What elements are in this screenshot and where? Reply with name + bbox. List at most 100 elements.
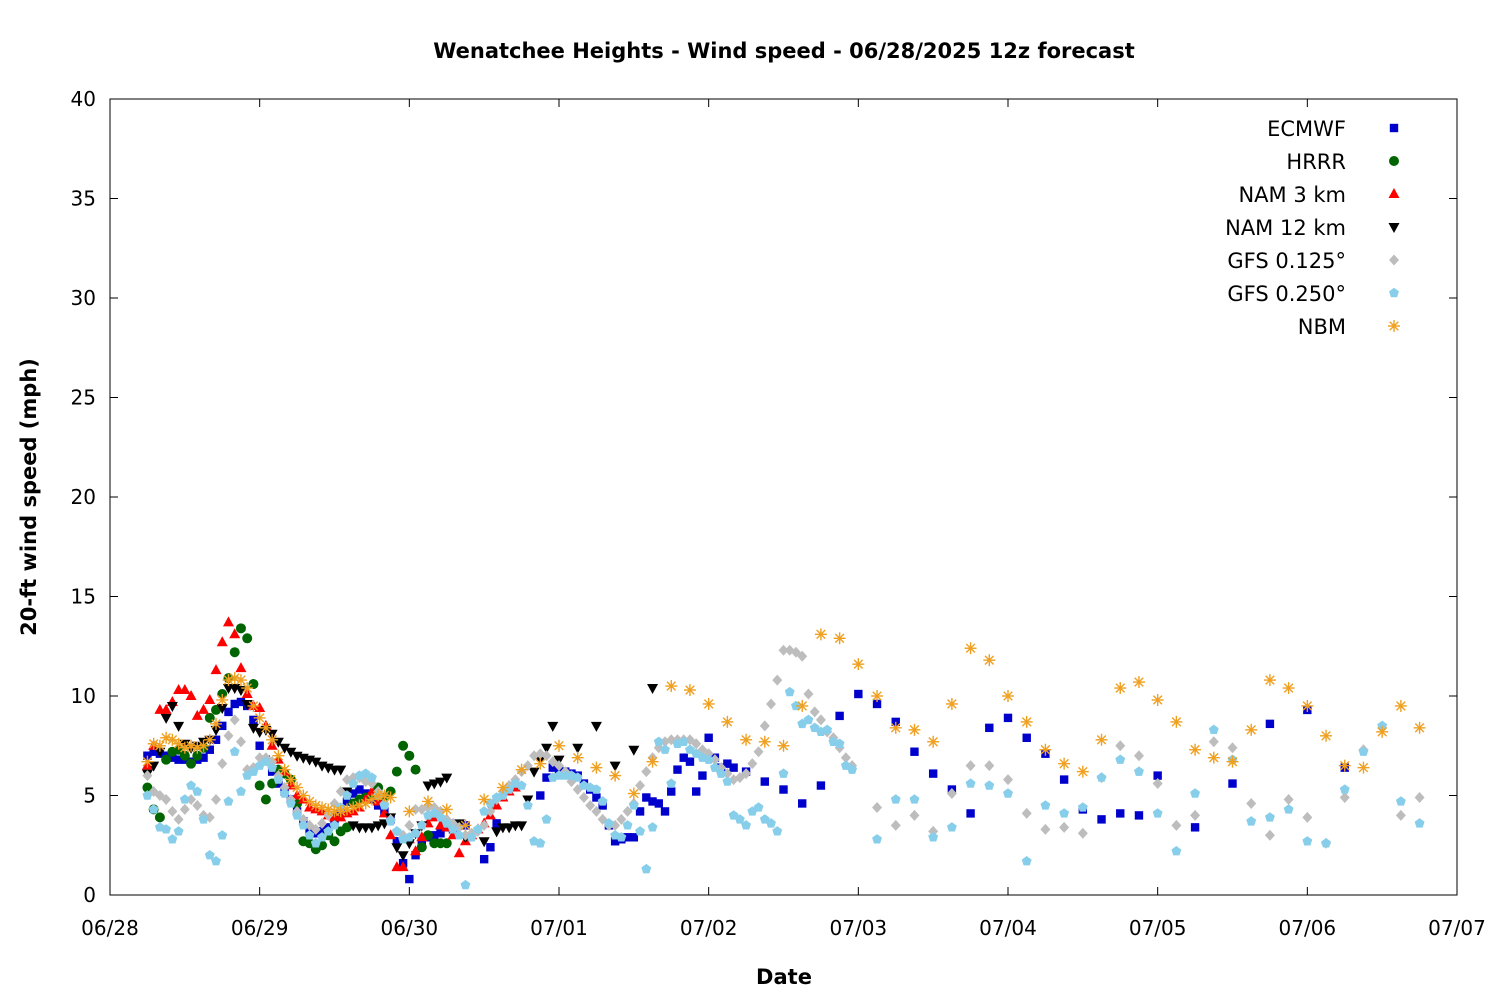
data-point-nbm	[459, 819, 472, 832]
data-point-gfs-0-125	[1133, 750, 1144, 762]
data-point-nam-3-km	[416, 831, 428, 842]
data-point-gfs-0-250	[1040, 800, 1051, 810]
data-point-gfs-0-250	[292, 810, 303, 820]
data-point-hrrr	[254, 780, 265, 791]
data-point-nbm	[1245, 723, 1258, 736]
data-point-gfs-0-125	[1283, 793, 1294, 805]
data-point-gfs-0-125	[772, 674, 783, 686]
x-tick-label: 07/07	[1428, 916, 1486, 940]
data-point-nam-12-km	[590, 721, 602, 732]
data-point-nbm	[1020, 715, 1033, 728]
data-point-gfs-0-250	[965, 778, 976, 788]
data-point-gfs-0-250	[753, 802, 764, 812]
data-point-ecmwf	[255, 741, 264, 750]
data-point-gfs-0-250	[454, 830, 465, 840]
data-point-gfs-0-250	[410, 828, 421, 838]
data-point-nbm	[983, 654, 996, 667]
y-tick-label: 10	[71, 684, 96, 708]
data-point-gfs-0-250	[703, 754, 714, 764]
data-point-gfs-0-250	[572, 772, 583, 782]
data-point-gfs-0-250	[1208, 724, 1219, 735]
data-point-gfs-0-250	[603, 818, 614, 828]
data-point-nbm	[359, 797, 372, 810]
data-point-nbm	[278, 763, 291, 776]
data-point-ecmwf	[1059, 775, 1069, 784]
data-point-gfs-0-125	[803, 688, 814, 700]
data-point-ecmwf	[349, 789, 358, 798]
y-tick-label: 5	[83, 784, 96, 808]
data-point-gfs-0-250	[217, 830, 228, 840]
data-point-gfs-0-125	[404, 819, 415, 831]
data-point-nam-12-km	[647, 684, 659, 695]
data-point-gfs-0-125	[541, 750, 552, 762]
y-tick-label: 25	[71, 386, 96, 410]
data-point-gfs-0-125	[142, 770, 153, 782]
data-point-ecmwf	[492, 819, 501, 828]
data-point-gfs-0-125	[815, 714, 826, 726]
data-point-ecmwf	[691, 787, 701, 796]
data-point-nam-3-km	[222, 616, 234, 627]
data-point-hrrr	[410, 764, 421, 775]
data-point-ecmwf	[667, 787, 676, 796]
data-point-gfs-0-125	[1339, 791, 1350, 803]
data-point-gfs-0-125	[1003, 774, 1013, 786]
data-point-nbm	[253, 711, 266, 724]
data-point-gfs-0-250	[1134, 766, 1144, 776]
data-point-gfs-0-125	[809, 706, 820, 718]
data-point-ecmwf	[168, 753, 177, 762]
data-point-gfs-0-250	[1003, 788, 1013, 798]
data-point-gfs-0-250	[329, 820, 340, 830]
chart-title: Wenatchee Heights - Wind speed - 06/28/2…	[433, 39, 1135, 63]
data-point-gfs-0-250	[822, 724, 833, 735]
series-gfs-0-250	[142, 686, 1425, 890]
data-point-ecmwf	[542, 773, 551, 782]
data-point-nam-3-km	[204, 693, 216, 704]
data-point-hrrr	[248, 679, 259, 690]
data-point-gfs-0-250	[1283, 804, 1294, 814]
data-point-ecmwf	[1097, 815, 1106, 824]
data-point-ecmwf	[679, 753, 688, 762]
data-point-gfs-0-250	[1059, 808, 1070, 818]
plot-frame	[109, 98, 1458, 896]
data-point-nbm	[702, 697, 715, 710]
data-point-ecmwf	[199, 753, 208, 762]
data-point-gfs-0-250	[678, 736, 689, 746]
data-point-nbm	[384, 791, 397, 804]
data-point-ecmwf	[205, 745, 214, 754]
data-point-nam-12-km	[154, 747, 166, 758]
data-point-nbm	[945, 697, 958, 710]
data-point-ecmwf	[660, 807, 670, 816]
data-point-gfs-0-125	[691, 738, 702, 750]
data-point-gfs-0-250	[722, 776, 733, 786]
data-point-gfs-0-250	[1414, 818, 1425, 828]
data-point-nbm	[627, 787, 640, 800]
data-point-nbm	[241, 682, 254, 695]
data-point-ecmwf	[436, 829, 445, 838]
data-point-gfs-0-125	[872, 801, 883, 813]
data-point-gfs-0-250	[466, 832, 477, 842]
legend-marker-gfs-0-125	[1389, 254, 1399, 266]
data-point-nbm	[553, 739, 565, 752]
data-point-gfs-0-250	[348, 778, 359, 788]
data-point-nam-3-km	[235, 662, 247, 673]
data-point-gfs-0-250	[628, 800, 639, 810]
data-point-gfs-0-250	[1339, 784, 1350, 794]
y-tick-label: 0	[83, 883, 96, 907]
data-point-gfs-0-125	[591, 805, 602, 817]
data-point-nbm	[284, 773, 297, 786]
data-point-ecmwf	[629, 833, 639, 842]
data-point-gfs-0-250	[298, 820, 309, 830]
legend-marker-nbm	[1388, 320, 1400, 332]
data-point-nbm	[178, 741, 191, 754]
y-axis-title: 20-ft wind speed (mph)	[17, 358, 41, 636]
data-point-nbm	[216, 693, 229, 706]
data-point-nbm	[534, 757, 547, 770]
data-point-nam-3-km	[410, 845, 422, 856]
data-point-gfs-0-125	[722, 768, 733, 780]
data-point-nam-3-km	[216, 636, 228, 647]
data-point-nbm	[247, 699, 260, 712]
data-point-hrrr	[161, 754, 172, 765]
data-point-nbm	[210, 717, 223, 730]
data-point-nbm	[1002, 690, 1014, 702]
data-point-nam-12-km	[541, 743, 553, 754]
